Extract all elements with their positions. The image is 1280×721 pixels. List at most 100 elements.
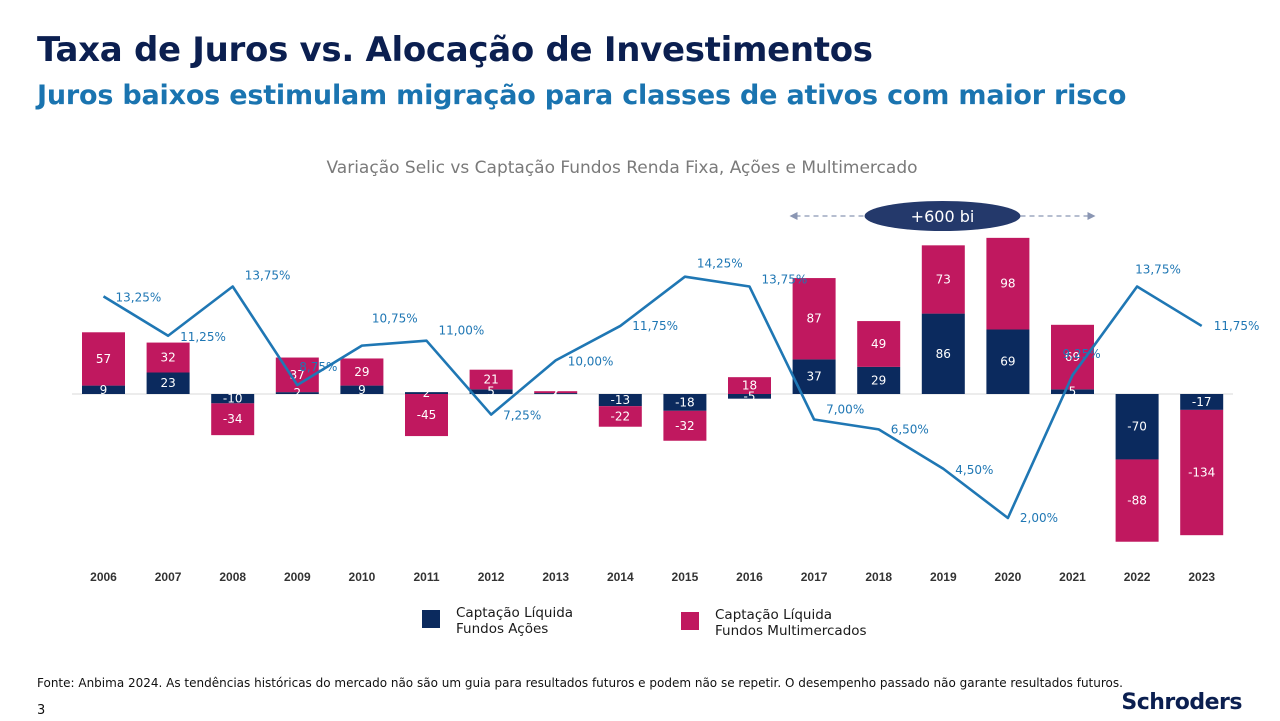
bar-acoes-2020	[986, 329, 1030, 394]
bar-acoes-2015	[663, 394, 707, 411]
bar-label-multimercado-2014: -22	[610, 409, 630, 423]
legend-swatch-multimercado	[681, 612, 699, 630]
bar-label-multimercado-2022: -88	[1127, 494, 1147, 508]
bar-multimercado-2016	[728, 377, 771, 394]
x-tick-2021: 2021	[1059, 570, 1086, 584]
x-tick-2017: 2017	[801, 570, 828, 584]
bar-label-multimercado-2011: -45	[417, 408, 437, 422]
bar-label-multimercado-2015: -32	[675, 419, 695, 433]
legend-item-acoes: Captação Líquida Fundos Ações	[422, 605, 636, 637]
bar-label-multimercado-2008: -34	[223, 412, 243, 426]
selic-label-2018: 6,50%	[891, 422, 929, 436]
x-tick-2013: 2013	[542, 570, 569, 584]
legend-label-multimercado: Captação Líquida Fundos Multimercados	[715, 607, 895, 639]
selic-label-2015: 14,25%	[697, 257, 743, 271]
bar-acoes-2014	[598, 394, 642, 407]
bar-acoes-2022	[1115, 394, 1159, 460]
x-tick-2008: 2008	[219, 570, 246, 584]
legend-label-acoes-line1: Captação Líquida	[456, 605, 574, 621]
bar-multimercado-2006	[82, 332, 125, 386]
bar-label-acoes-2017: 37	[806, 370, 821, 384]
bar-acoes-2008	[211, 394, 255, 404]
bar-label-acoes-2007: 23	[160, 376, 175, 390]
bar-acoes-2018	[857, 366, 901, 394]
bar-multimercado-2018	[857, 321, 901, 367]
annotation-label: +600 bi	[911, 207, 975, 226]
bar-multimercado-2015	[663, 410, 707, 441]
selic-label-2011: 11,00%	[439, 324, 485, 338]
selic-label-2007: 11,25%	[180, 330, 226, 344]
legend-label-multimercado-line1: Captação Líquida	[715, 607, 833, 623]
bar-label-acoes-2008: -10	[223, 392, 243, 406]
x-tick-2006: 2006	[90, 570, 117, 584]
bar-acoes-2009	[275, 392, 319, 394]
bar-label-acoes-2022: -70	[1127, 420, 1147, 434]
selic-label-2019: 4,50%	[955, 463, 993, 477]
bar-label-multimercado-2020: 98	[1000, 277, 1015, 291]
bar-label-acoes-2010: 9	[358, 383, 366, 397]
bar-label-multimercado-2012: 21	[483, 373, 498, 387]
bar-multimercado-2010	[340, 358, 384, 386]
bar-multimercado-2023	[1180, 409, 1224, 536]
bar-label-multimercado-2016: 18	[742, 379, 757, 393]
bar-acoes-2011	[405, 392, 448, 394]
bar-label-multimercado-2018: 49	[871, 337, 886, 351]
annotation-arrow-right	[1087, 212, 1096, 220]
bar-acoes-2007	[146, 372, 190, 394]
bar-acoes-2019	[921, 313, 965, 394]
selic-label-2009: 8,75%	[299, 360, 337, 374]
annotation-arrow-left	[789, 212, 798, 220]
bar-label-acoes-2014: -13	[610, 393, 630, 407]
annotation-badge	[864, 201, 1021, 231]
bar-label-multimercado-2013: 2	[552, 385, 560, 399]
bar-label-acoes-2023: -17	[1192, 395, 1212, 409]
bar-acoes-2010	[340, 385, 384, 394]
x-tick-2011: 2011	[413, 570, 439, 584]
bar-acoes-2016	[728, 394, 771, 399]
selic-label-2021: 9,25%	[1063, 347, 1101, 361]
selic-label-2008: 13,75%	[245, 269, 291, 283]
selic-label-2006: 13,25%	[116, 290, 162, 304]
x-tick-2019: 2019	[930, 570, 957, 584]
bar-label-acoes-2021: 5	[1069, 385, 1077, 399]
page-title: Taxa de Juros vs. Alocação de Investimen…	[37, 30, 873, 70]
bar-label-acoes-2016: -5	[744, 389, 756, 403]
selic-label-2014: 11,75%	[632, 319, 678, 333]
source-note: Fonte: Anbima 2024. As tendências histór…	[37, 676, 1123, 690]
page-number: 3	[37, 703, 46, 718]
schroders-logo: Schroders	[1121, 690, 1242, 715]
bar-multimercado-2013	[534, 391, 578, 394]
selic-label-2016: 13,75%	[762, 273, 808, 287]
selic-line	[102, 275, 1203, 520]
x-tick-2010: 2010	[349, 570, 376, 584]
x-tick-2020: 2020	[995, 570, 1022, 584]
bar-label-multimercado-2019: 73	[936, 272, 951, 286]
x-tick-2012: 2012	[478, 570, 505, 584]
legend-label-multimercado-line2: Fundos Multimercados	[715, 623, 867, 639]
x-tick-2007: 2007	[155, 570, 182, 584]
selic-label-2017: 7,00%	[826, 403, 864, 417]
bar-multimercado-2007	[146, 342, 190, 373]
x-tick-2016: 2016	[736, 570, 763, 584]
bar-label-acoes-2013: 1	[552, 387, 560, 401]
bar-label-acoes-2020: 69	[1000, 355, 1015, 369]
chart-title: Variação Selic vs Captação Fundos Renda …	[326, 158, 918, 178]
bar-multimercado-2011	[405, 394, 448, 437]
bar-label-acoes-2006: 9	[100, 383, 108, 397]
bar-label-acoes-2019: 86	[936, 347, 951, 361]
bar-multimercado-2012	[469, 369, 513, 390]
bar-multimercado-2022	[1115, 459, 1159, 542]
selic-label-2012: 7,25%	[503, 409, 541, 423]
x-tick-2018: 2018	[865, 570, 892, 584]
bar-multimercado-2019	[921, 245, 965, 314]
legend-item-multimercado: Captação Líquida Fundos Multimercados	[681, 607, 895, 639]
x-tick-2015: 2015	[672, 570, 699, 584]
bar-label-multimercado-2017: 87	[806, 312, 821, 326]
bar-label-multimercado-2021: 69	[1065, 350, 1080, 364]
bar-acoes-2023	[1180, 394, 1224, 410]
selic-label-2020: 2,00%	[1020, 511, 1058, 525]
bar-multimercado-2017	[792, 278, 836, 360]
bar-label-acoes-2011: 2	[423, 386, 431, 400]
bar-label-multimercado-2023: -134	[1188, 466, 1215, 480]
x-tick-2022: 2022	[1124, 570, 1151, 584]
